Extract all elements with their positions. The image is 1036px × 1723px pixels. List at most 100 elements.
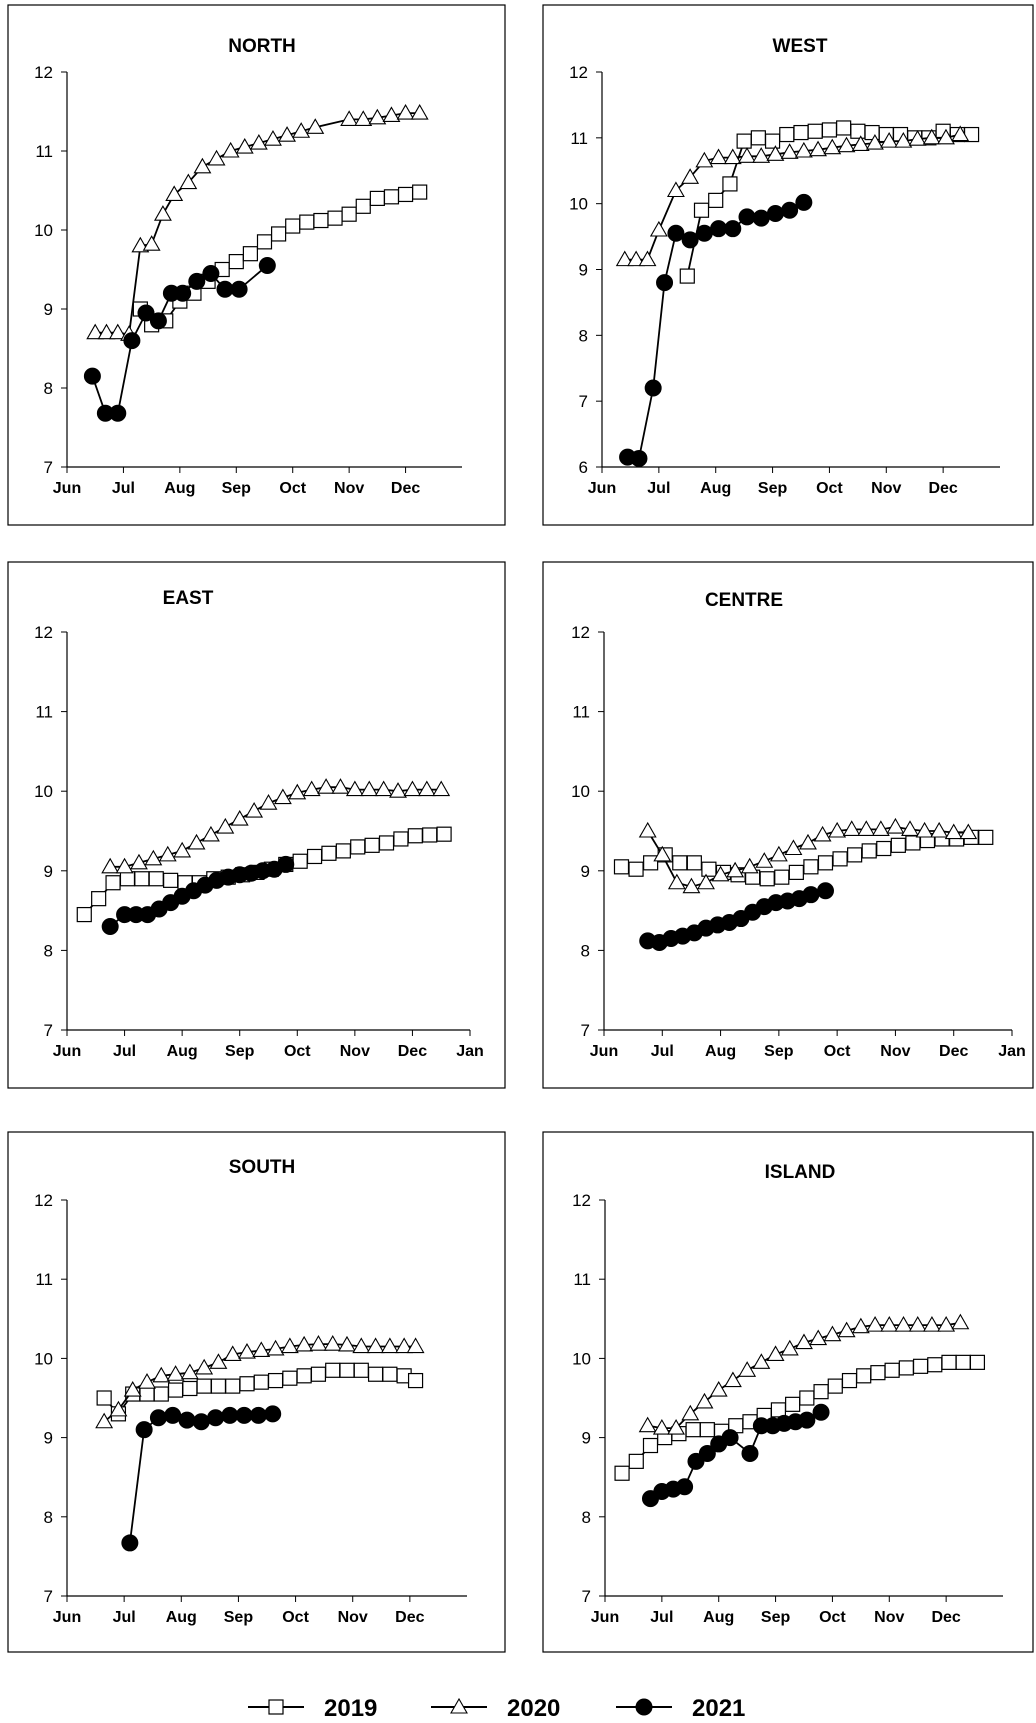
- y-tick-label: 8: [579, 326, 588, 345]
- data-point: [267, 1372, 284, 1389]
- data-point: [188, 272, 206, 290]
- data-point: [628, 1453, 644, 1469]
- data-point: [91, 891, 107, 907]
- legend-item-2020: 2020: [431, 1695, 560, 1722]
- data-point: [403, 780, 422, 797]
- data-point: [134, 871, 150, 887]
- data-point: [686, 855, 702, 871]
- series-2020: [638, 817, 978, 894]
- data-point: [306, 848, 323, 865]
- data-point: [207, 1409, 225, 1427]
- data-point: [750, 130, 766, 146]
- data-point: [323, 1335, 342, 1351]
- y-tick-label: 8: [582, 1508, 591, 1527]
- data-point: [292, 122, 311, 138]
- data-point: [221, 141, 240, 158]
- x-tick-label: Nov: [338, 1609, 368, 1626]
- data-point: [369, 190, 385, 206]
- data-point: [135, 1421, 153, 1439]
- data-point: [397, 186, 414, 203]
- data-point: [407, 1372, 424, 1389]
- data-point: [264, 1405, 282, 1423]
- x-tick-label: Sep: [761, 1609, 791, 1626]
- x-tick-label: Aug: [700, 480, 731, 497]
- data-point: [109, 1400, 128, 1417]
- legend-label: 2021: [692, 1695, 745, 1722]
- data-point: [382, 1366, 398, 1382]
- data-point: [927, 1357, 943, 1373]
- data-point: [352, 1337, 371, 1354]
- data-point: [638, 821, 657, 838]
- data-point: [978, 829, 994, 845]
- data-point: [803, 859, 819, 875]
- data-point: [638, 1416, 657, 1433]
- x-tick-label: Dec: [398, 1043, 427, 1060]
- data-point: [908, 130, 927, 146]
- x-tick-label: Sep: [758, 480, 788, 497]
- data-point: [807, 123, 823, 139]
- x-tick-label: Jun: [53, 1609, 81, 1626]
- data-point: [335, 843, 351, 859]
- data-point: [667, 873, 686, 890]
- data-point: [809, 1329, 828, 1346]
- data-point: [697, 873, 715, 890]
- data-point: [221, 1406, 239, 1424]
- data-point: [317, 778, 336, 794]
- data-point: [850, 123, 866, 139]
- data-point: [299, 214, 315, 230]
- data-point: [201, 825, 220, 842]
- legend-item-2019: 2019: [248, 1695, 377, 1722]
- data-point: [192, 1413, 210, 1431]
- data-point: [153, 1386, 169, 1402]
- data-point: [417, 780, 436, 797]
- chart-panel-north: NORTH 7 8 9 10 11 12 Jun Jul Aug Sep Oct Nov Dec: [7, 4, 506, 526]
- series-2021: [639, 882, 834, 951]
- data-point: [890, 837, 906, 853]
- data-point: [165, 185, 184, 201]
- data-point: [364, 837, 380, 853]
- y-tick-label: 11: [35, 142, 53, 161]
- data-point: [880, 1316, 899, 1332]
- data-point: [253, 1374, 269, 1390]
- data-point: [672, 855, 688, 871]
- series-2021: [121, 1405, 282, 1552]
- data-point: [259, 794, 278, 810]
- data-point: [235, 137, 254, 154]
- y-tick-label: 11: [35, 1270, 53, 1289]
- data-point: [339, 1362, 355, 1378]
- legend-label: 2020: [507, 1695, 560, 1722]
- data-point: [886, 817, 905, 834]
- data-point: [710, 220, 728, 238]
- y-tick-label: 10: [34, 221, 53, 240]
- data-point: [256, 234, 273, 250]
- data-point: [912, 1358, 929, 1374]
- data-point: [313, 212, 329, 229]
- data-point: [864, 124, 880, 141]
- data-point: [709, 148, 728, 165]
- data-point: [894, 1316, 913, 1332]
- x-tick-label: Oct: [819, 1609, 846, 1626]
- data-point: [321, 845, 337, 861]
- data-point: [123, 332, 141, 350]
- x-tick-label: Jul: [112, 480, 135, 497]
- data-point: [615, 250, 634, 267]
- data-point: [866, 1316, 885, 1332]
- data-point: [382, 106, 401, 122]
- legend-label: 2019: [324, 1695, 377, 1722]
- data-point: [327, 210, 343, 226]
- x-tick-label: Sep: [225, 1043, 255, 1060]
- x-tick-label: Oct: [279, 480, 306, 497]
- data-point: [723, 148, 742, 165]
- data-point: [813, 825, 832, 842]
- data-point: [393, 831, 409, 847]
- data-point: [876, 840, 892, 857]
- data-point: [209, 1353, 228, 1369]
- data-point: [360, 780, 379, 797]
- data-point: [752, 1353, 771, 1369]
- data-point: [736, 133, 752, 149]
- data-point: [123, 1380, 142, 1397]
- data-point: [101, 918, 119, 936]
- y-tick-label: 12: [34, 1191, 53, 1210]
- data-point: [823, 138, 842, 155]
- data-point: [96, 1390, 112, 1406]
